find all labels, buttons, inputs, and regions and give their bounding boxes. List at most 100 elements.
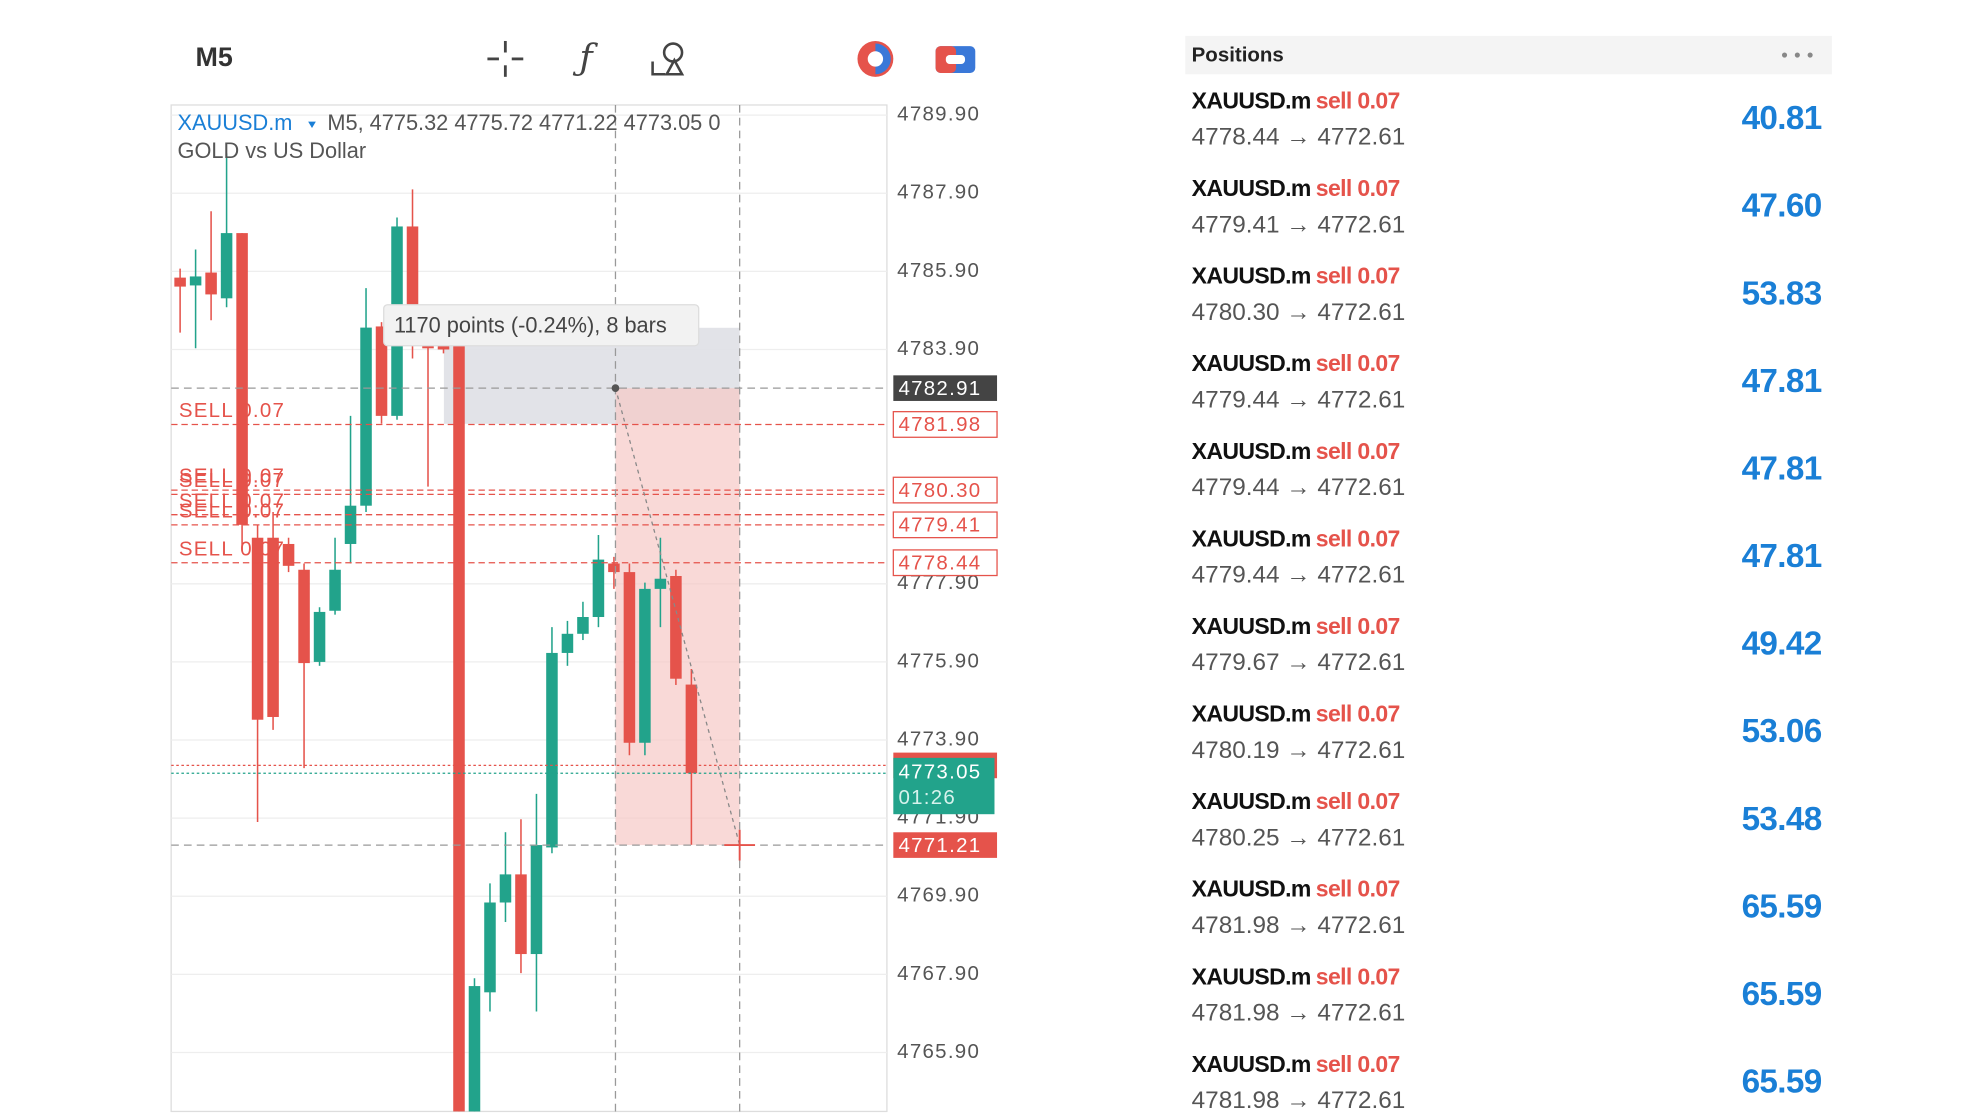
position-title: XAUUSD.m sell 0.07 — [1192, 350, 1400, 376]
side: sell 0.07 — [1316, 613, 1400, 639]
prices: 4781.98 → 4772.61 — [1192, 912, 1406, 939]
profit: 53.83 — [1742, 275, 1822, 312]
symbol: XAUUSD.m — [1192, 788, 1311, 814]
y-tick-label: 4773.90 — [897, 727, 980, 750]
y-tick-label: 4769.90 — [897, 884, 980, 907]
side: sell 0.07 — [1316, 525, 1400, 551]
measure-tooltip — [383, 304, 700, 347]
position-title: XAUUSD.m sell 0.07 — [1192, 1051, 1400, 1077]
price-label-box — [892, 476, 998, 504]
order-label: SELL 0.07 — [179, 489, 285, 512]
profit: 47.81 — [1742, 450, 1822, 487]
symbol[interactable]: XAUUSD.m — [178, 110, 293, 135]
measure-end — [724, 829, 756, 861]
candle-body — [608, 563, 620, 573]
position-row[interactable]: XAUUSD.m sell 0.07 4780.30 → 4772.61 53.83 — [1192, 263, 1823, 326]
candle-body — [437, 345, 450, 350]
price-label: 4779.41 — [898, 514, 981, 537]
y-tick-label: 4767.90 — [897, 962, 980, 985]
order-label: SELL 0.07 — [179, 537, 285, 560]
prices: 4780.19 → 4772.61 — [1192, 737, 1406, 764]
side: sell 0.07 — [1316, 263, 1400, 289]
position-row[interactable]: XAUUSD.m sell 0.07 4779.67 → 4772.61 49.42 — [1192, 613, 1823, 676]
side: sell 0.07 — [1316, 876, 1400, 902]
candle-body — [654, 578, 667, 589]
candle-body — [468, 986, 481, 1112]
account-icon[interactable] — [935, 46, 976, 73]
price-label: 4782.91 — [898, 377, 981, 400]
prices: 4780.25 → 4772.61 — [1192, 824, 1406, 851]
y-tick-label: 4783.90 — [897, 337, 980, 360]
position-row[interactable]: XAUUSD.m sell 0.07 4780.25 → 4772.61 53.48 — [1192, 788, 1823, 851]
measure-start — [611, 384, 620, 392]
symbol: XAUUSD.m — [1192, 438, 1311, 464]
profit: 65.59 — [1742, 1064, 1822, 1101]
position-row[interactable]: XAUUSD.m sell 0.07 4781.98 → 4772.61 65.59 — [1192, 963, 1823, 1027]
profit: 53.48 — [1742, 801, 1822, 838]
position-title: XAUUSD.m sell 0.07 — [1192, 175, 1400, 201]
profit: 65.59 — [1742, 888, 1822, 925]
prices: 4780.30 → 4772.61 — [1192, 299, 1406, 326]
symbol: XAUUSD.m — [1192, 525, 1311, 551]
candle-body — [515, 874, 527, 955]
symbol: XAUUSD.m — [1192, 175, 1311, 201]
candle-body — [530, 845, 543, 955]
prices: 4781.98 → 4772.61 — [1192, 1000, 1406, 1027]
symbol: XAUUSD.m — [1192, 613, 1311, 639]
profit: 40.81 — [1742, 100, 1822, 137]
prices: 4781.98 → 4772.61 — [1192, 1087, 1406, 1114]
position-row[interactable]: XAUUSD.m sell 0.07 4779.44 → 4772.61 47.81 — [1192, 525, 1823, 588]
candle-body — [251, 537, 264, 720]
indicator-tool[interactable]: ƒ — [572, 38, 598, 79]
position-row[interactable]: XAUUSD.m sell 0.07 4780.19 → 4772.61 53.06 — [1192, 701, 1823, 764]
price-label-box — [893, 832, 998, 858]
trade-icon[interactable] — [857, 40, 894, 77]
objects-tool[interactable] — [651, 42, 685, 76]
position-title: XAUUSD.m sell 0.07 — [1192, 963, 1400, 989]
prices: 4779.67 → 4772.61 — [1192, 649, 1406, 676]
position-row[interactable]: XAUUSD.m sell 0.07 4779.41 → 4772.61 47.60 — [1192, 175, 1823, 238]
position-title: XAUUSD.m sell 0.07 — [1192, 263, 1400, 289]
candle-body — [592, 559, 605, 618]
side: sell 0.07 — [1316, 438, 1400, 464]
profit: 53.06 — [1742, 713, 1822, 750]
candle-body — [670, 575, 682, 679]
y-tick-label: 4765.90 — [897, 1040, 980, 1063]
y-tick-label: 4787.90 — [897, 181, 980, 204]
symbol-dropdown[interactable] — [308, 121, 316, 129]
candle-body — [236, 233, 248, 525]
position-row[interactable]: XAUUSD.m sell 0.07 4779.44 → 4772.61 47.81 — [1192, 350, 1823, 413]
position-row[interactable]: XAUUSD.m sell 0.07 4781.98 → 4772.61 65.59 — [1192, 1051, 1823, 1114]
crosshair-tool[interactable] — [487, 40, 524, 77]
measure-diagonal — [614, 387, 741, 846]
more-menu[interactable] — [1781, 52, 1813, 58]
chart: 4789.90 4787.90 4785.90 4783.90 4777.90 4775.… — [171, 103, 998, 1112]
description: GOLD vs US Dollar — [178, 138, 367, 163]
order-label: SELL 0.07 — [179, 465, 285, 488]
profit: 47.60 — [1742, 188, 1822, 225]
timer: 01:26 — [898, 786, 956, 809]
symbol: XAUUSD.m — [1192, 963, 1311, 989]
position-title: XAUUSD.m sell 0.07 — [1192, 701, 1400, 727]
bid-label-box — [893, 757, 995, 815]
candle-body — [282, 543, 295, 566]
position-row[interactable]: XAUUSD.m sell 0.07 4778.44 → 4772.61 40.81 — [1192, 88, 1823, 151]
position-title: XAUUSD.m sell 0.07 — [1192, 438, 1400, 464]
symbol: XAUUSD.m — [1192, 1051, 1311, 1077]
candle-body — [189, 276, 202, 286]
side: sell 0.07 — [1316, 1051, 1400, 1077]
y-tick-label: 4775.90 — [897, 649, 980, 672]
candle-body — [406, 226, 419, 344]
candle-body — [623, 572, 636, 743]
side: sell 0.07 — [1316, 701, 1400, 727]
side: sell 0.07 — [1316, 175, 1400, 201]
position-title: XAUUSD.m sell 0.07 — [1192, 613, 1400, 639]
candle-body — [484, 902, 496, 993]
timeframe[interactable]: M5 — [195, 42, 232, 72]
price-label: 4771.21 — [898, 834, 981, 857]
price-label: 4780.30 — [898, 479, 981, 502]
position-row[interactable]: XAUUSD.m sell 0.07 4781.98 → 4772.61 65.59 — [1192, 876, 1823, 939]
position-row[interactable]: XAUUSD.m sell 0.07 4779.44 → 4772.61 47.81 — [1192, 438, 1823, 501]
candle-body — [577, 617, 589, 634]
